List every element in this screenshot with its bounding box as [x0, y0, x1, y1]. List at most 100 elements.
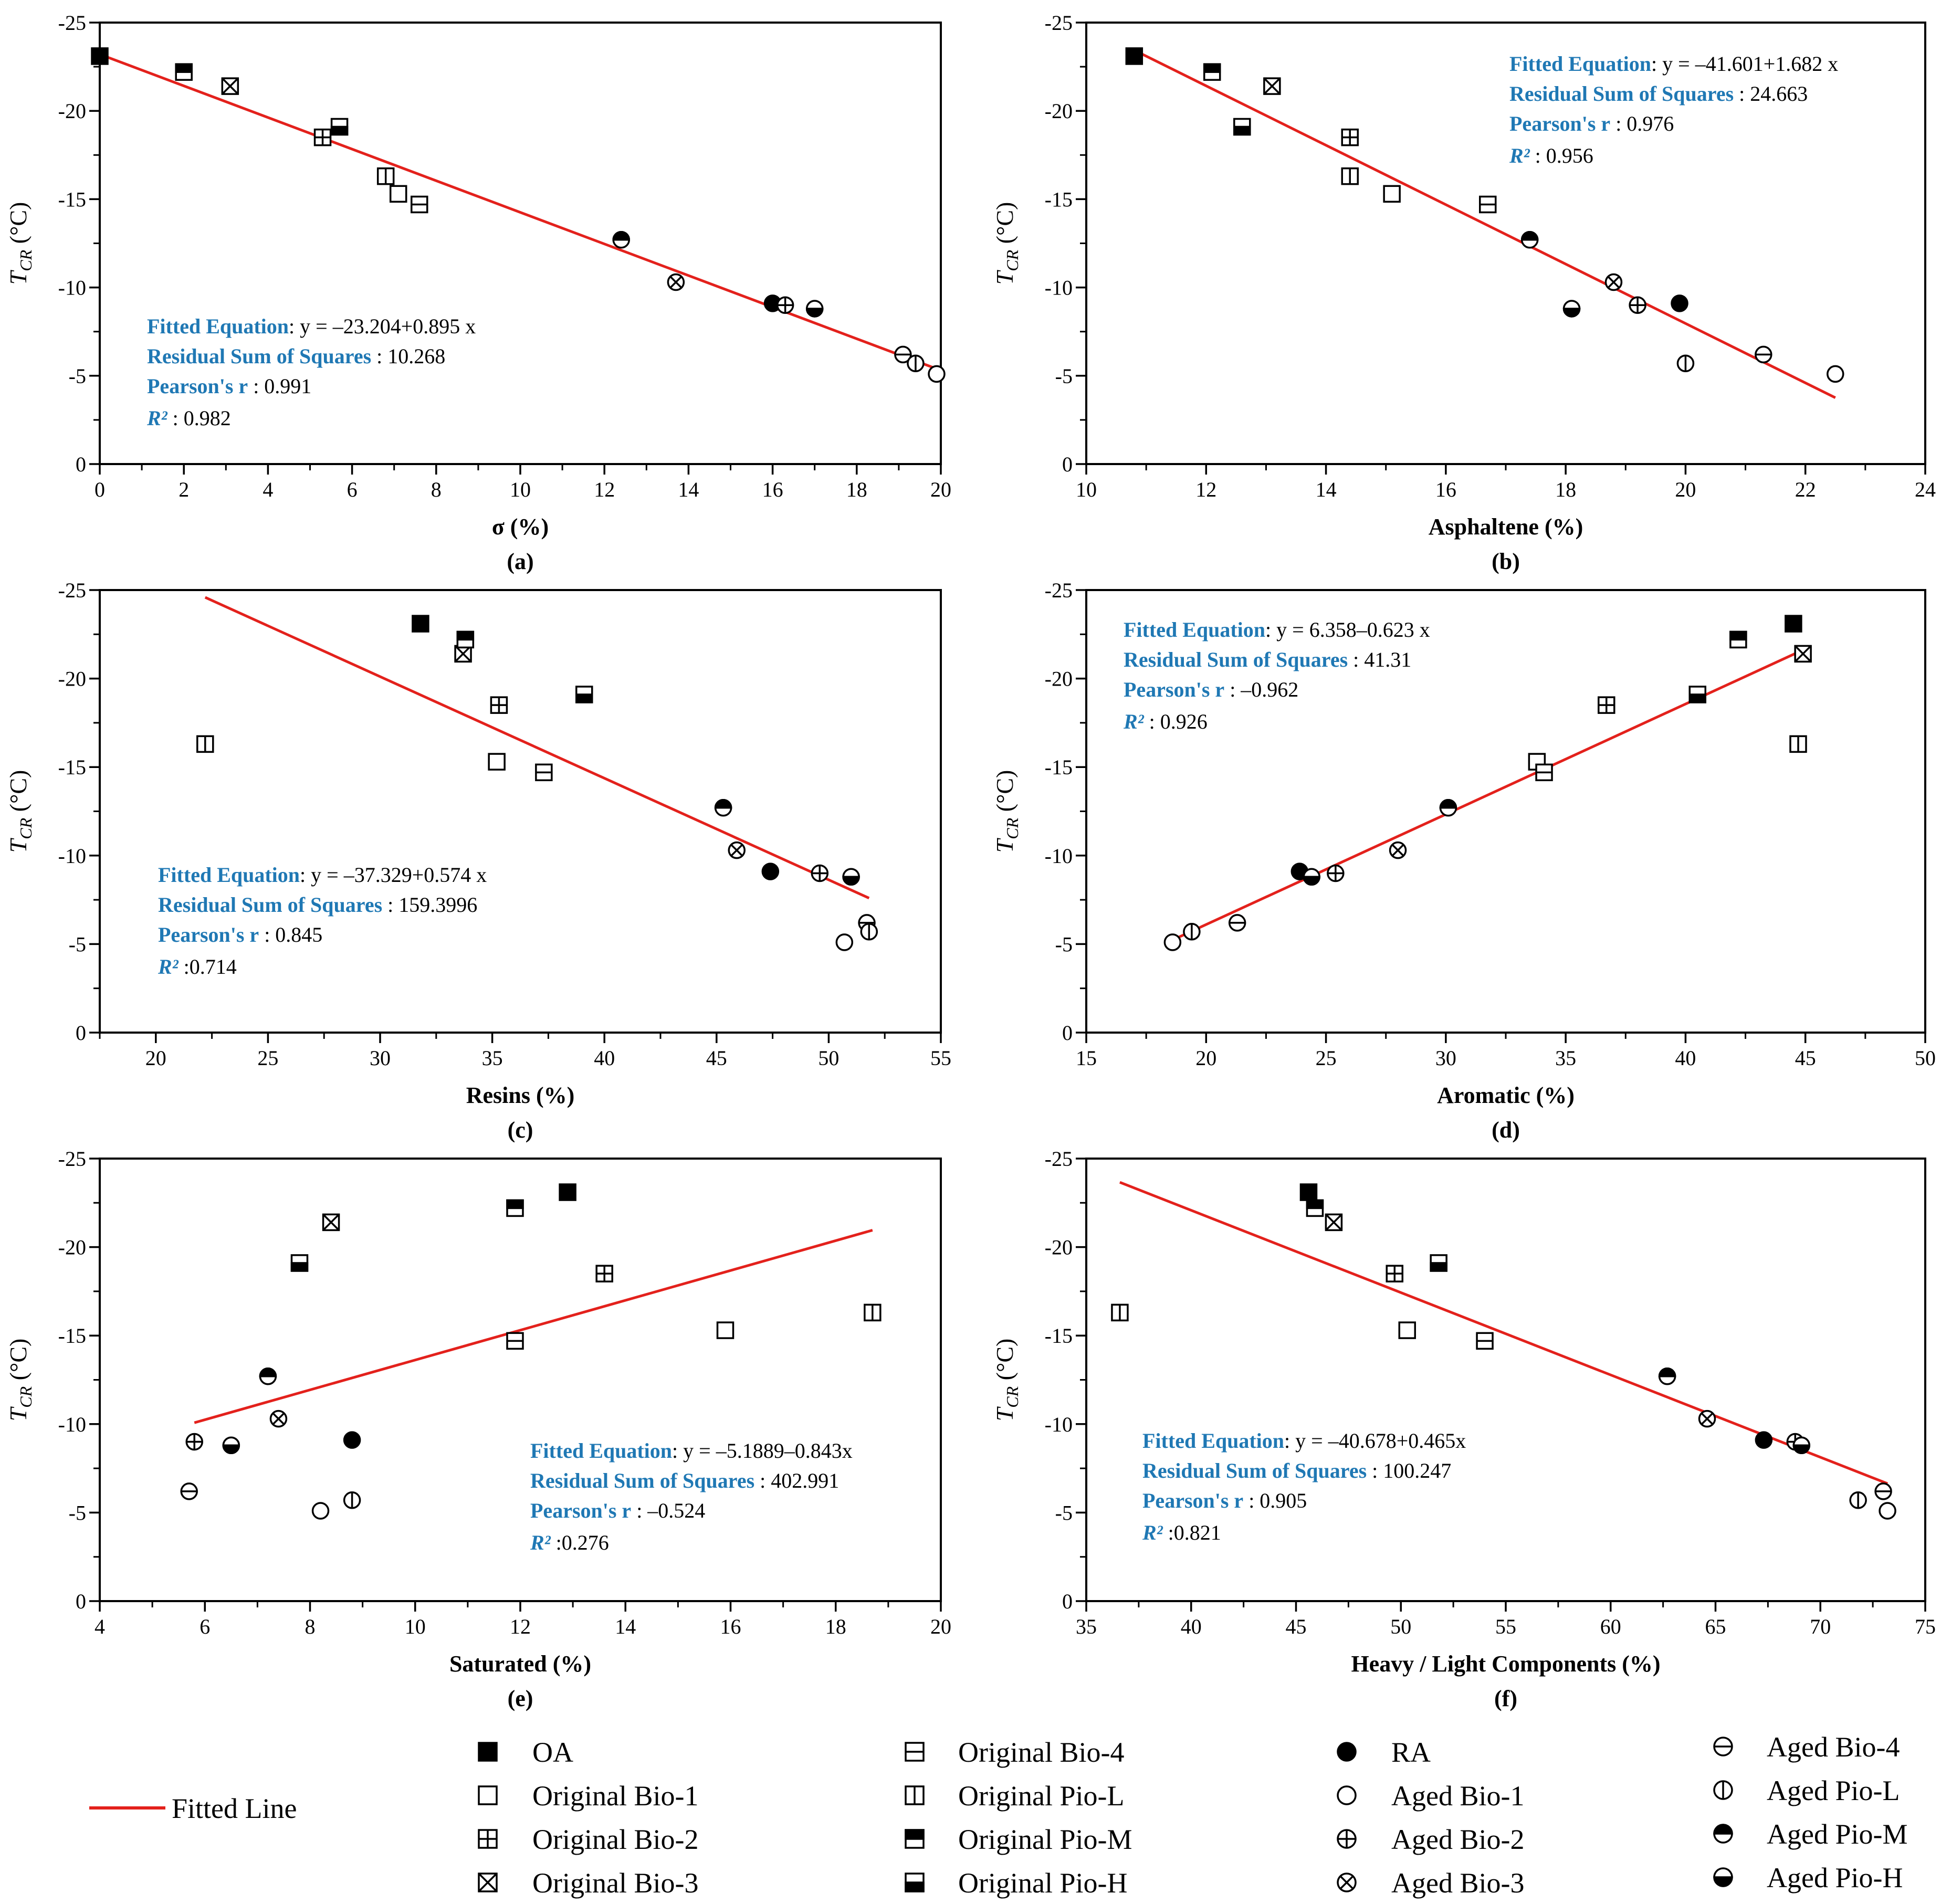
- point-original-pio-m: [506, 1199, 524, 1217]
- marker-body: [343, 1431, 361, 1449]
- legend-label: Original Bio-2: [532, 1824, 698, 1855]
- point-oa: [91, 47, 109, 65]
- legend-label: Aged Bio-3: [1391, 1867, 1524, 1899]
- y-axis-title-unit: (°C): [991, 770, 1018, 818]
- x-tick-label: 25: [1316, 1046, 1337, 1070]
- point-aged-bio-2: [811, 864, 829, 882]
- x-tick-label: 35: [1555, 1046, 1576, 1070]
- x-axis-title: Heavy / Light Components (%): [1351, 1651, 1660, 1677]
- fitted-line: [194, 1229, 873, 1424]
- marker-stroke: [1263, 77, 1281, 95]
- legend-label: Aged Bio-1: [1391, 1780, 1524, 1812]
- marker-stroke: [1325, 1214, 1342, 1231]
- marker-stroke: [222, 77, 239, 95]
- annotation-value: : y = –23.204+0.895 x: [289, 314, 476, 338]
- marker-body: [311, 1502, 330, 1520]
- x-tick-label: 12: [510, 1615, 531, 1638]
- x-axis-title: Saturated (%): [449, 1651, 591, 1677]
- y-axis-title-symbol: T: [5, 837, 32, 853]
- legend-item-original-pio-h: Original Pio-H: [905, 1867, 1127, 1899]
- x-tick-label: 14: [615, 1615, 636, 1638]
- annotation-rss: Residual Sum of Squares : 41.31: [1124, 648, 1411, 671]
- point-original-pio-l: [864, 1303, 882, 1322]
- y-tick-label: -10: [58, 276, 86, 300]
- point-original-bio-4: [1535, 763, 1553, 782]
- y-tick-label: -25: [58, 578, 86, 602]
- y-axis-title-symbol: T: [5, 1406, 32, 1421]
- legend-label: Aged Pio-M: [1767, 1818, 1908, 1850]
- annotation-label: Fitted Equation: [147, 314, 289, 338]
- point-original-bio-3: [221, 77, 239, 95]
- y-tick-label: -15: [1045, 1324, 1073, 1348]
- point-original-bio-2: [313, 128, 332, 146]
- y-tick-label: 0: [1062, 453, 1073, 476]
- legend-marker-original-bio-3: [478, 1873, 498, 1892]
- annotation-fit: Fitted Equation: y = –5.1889–0.843x: [530, 1439, 853, 1463]
- annotation-value: : 0.905: [1243, 1489, 1307, 1512]
- x-tick-label: 0: [95, 478, 105, 501]
- x-tick-label: 10: [1076, 478, 1097, 501]
- marker-fill: [1303, 876, 1320, 886]
- annotation-label: Pearson's r: [147, 374, 248, 398]
- y-tick-label: -20: [1045, 99, 1073, 123]
- point-aged-bio-2: [185, 1433, 203, 1451]
- marker-body: [412, 615, 429, 633]
- marker-fill: [290, 1262, 309, 1272]
- y-axis: -25 -20 -15 -10 -5 0: [1045, 1147, 1086, 1613]
- marker-body: [559, 1183, 576, 1201]
- y-axis: -25 -20 -15 -10 -5 0: [1045, 11, 1086, 476]
- panel-label: (b): [1492, 549, 1520, 574]
- x-tick-label: 2: [179, 478, 189, 501]
- legend-item-original-bio-3: Original Bio-3: [478, 1867, 698, 1899]
- point-original-bio-4: [506, 1332, 524, 1350]
- x-tick-label: 14: [678, 478, 699, 501]
- fitted-line: [99, 53, 941, 372]
- y-tick-label: -15: [58, 187, 86, 211]
- annotation-label: Pearson's r: [1509, 112, 1610, 135]
- point-aged-pio-m: [259, 1367, 277, 1385]
- point-aged-bio-1: [1879, 1502, 1896, 1520]
- point-oa: [1785, 615, 1802, 633]
- marker-body: [835, 933, 854, 951]
- y-tick-label: 0: [76, 453, 86, 476]
- x-axis: 15 20 25 30 35 40 45 50: [1076, 1033, 1936, 1070]
- data-points: [1125, 47, 1844, 383]
- data-points: [1163, 615, 1812, 951]
- marker-fill: [1658, 1367, 1676, 1377]
- point-original-pio-h: [575, 686, 593, 703]
- point-aged-pio-l: [860, 923, 878, 941]
- legend-item-oa: OA: [478, 1737, 573, 1768]
- legend-marker-aged-bio-3: [1337, 1873, 1357, 1892]
- legend-label: OA: [532, 1737, 573, 1768]
- x-tick-label: 18: [1555, 478, 1576, 501]
- x-tick-label: 55: [930, 1046, 951, 1070]
- x-tick-label: 45: [706, 1046, 727, 1070]
- annotation-value: : y = –40.678+0.465x: [1284, 1429, 1466, 1453]
- x-tick-label: 30: [1435, 1046, 1456, 1070]
- legend-label: Aged Bio-2: [1391, 1824, 1524, 1855]
- marker-fill: [1688, 693, 1707, 703]
- point-aged-bio-2: [1629, 296, 1646, 314]
- y-tick-label: 0: [1062, 1021, 1073, 1045]
- legend-marker-aged-bio-2: [1337, 1829, 1357, 1849]
- legend-label: RA: [1391, 1737, 1431, 1768]
- fitted-line: [204, 596, 870, 900]
- x-tick-label: 18: [846, 478, 867, 501]
- marker-stroke: [1391, 844, 1404, 857]
- point-aged-bio-3: [269, 1409, 288, 1428]
- point-aged-bio-1: [311, 1502, 330, 1520]
- x-axis-title: Resins (%): [466, 1082, 575, 1108]
- data-points: [1111, 1183, 1896, 1520]
- point-aged-pio-l: [343, 1491, 361, 1509]
- x-tick-label: 50: [1390, 1615, 1411, 1638]
- marker-body: [478, 1742, 498, 1762]
- y-tick-label: 0: [1062, 1590, 1073, 1613]
- annotation-fit: Fitted Equation: y = –40.678+0.465x: [1142, 1429, 1466, 1453]
- annotation-value: : 402.991: [754, 1469, 839, 1492]
- marker-stroke: [454, 645, 472, 662]
- annotation-r2: R² :0.821: [1142, 1521, 1221, 1544]
- x-tick-label: 15: [1076, 1046, 1097, 1070]
- y-tick-label: 0: [76, 1590, 86, 1613]
- marker-fill: [905, 1829, 925, 1840]
- marker-body: [1125, 47, 1143, 65]
